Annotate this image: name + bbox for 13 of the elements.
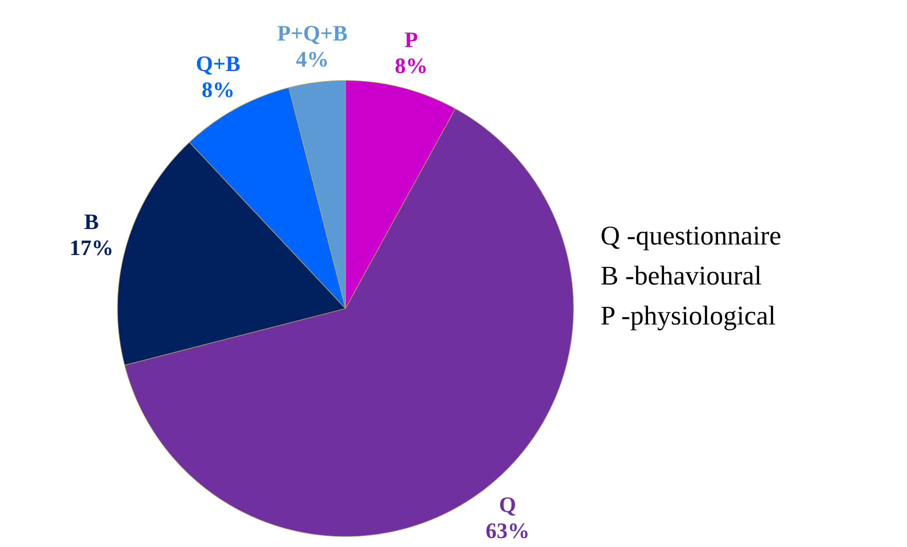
data-label: 63% [486,518,530,543]
slice-label: P [404,26,418,52]
text: P -physiological [600,300,776,330]
slice-label: Q [499,492,516,517]
data-label: 8% [202,77,235,102]
text: B -behavioural [600,260,762,290]
text: Q -questionnaire [600,220,782,250]
slice-label: Q+B [196,51,241,76]
data-label: 4% [296,46,329,72]
data-label: 8% [394,52,428,78]
slice-label: B [84,209,100,234]
slice-label: P+Q+B [277,20,348,46]
data-label: 17% [70,235,114,260]
